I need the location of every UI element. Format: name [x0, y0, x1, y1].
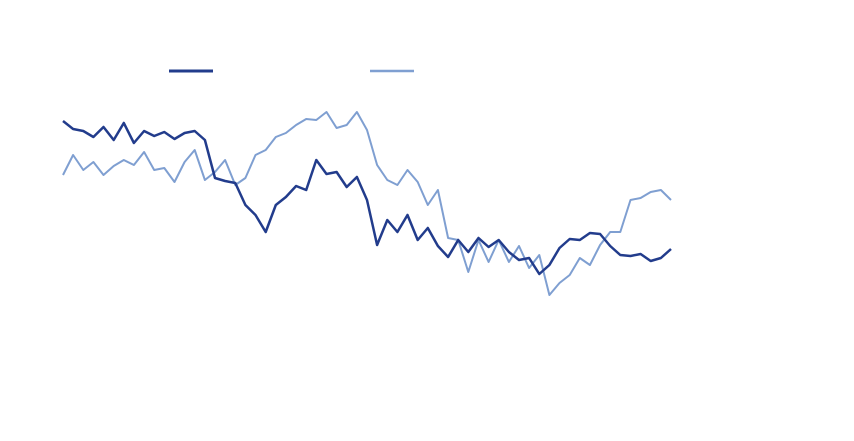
- data-line: [62, 120, 672, 276]
- data-line: [62, 111, 672, 296]
